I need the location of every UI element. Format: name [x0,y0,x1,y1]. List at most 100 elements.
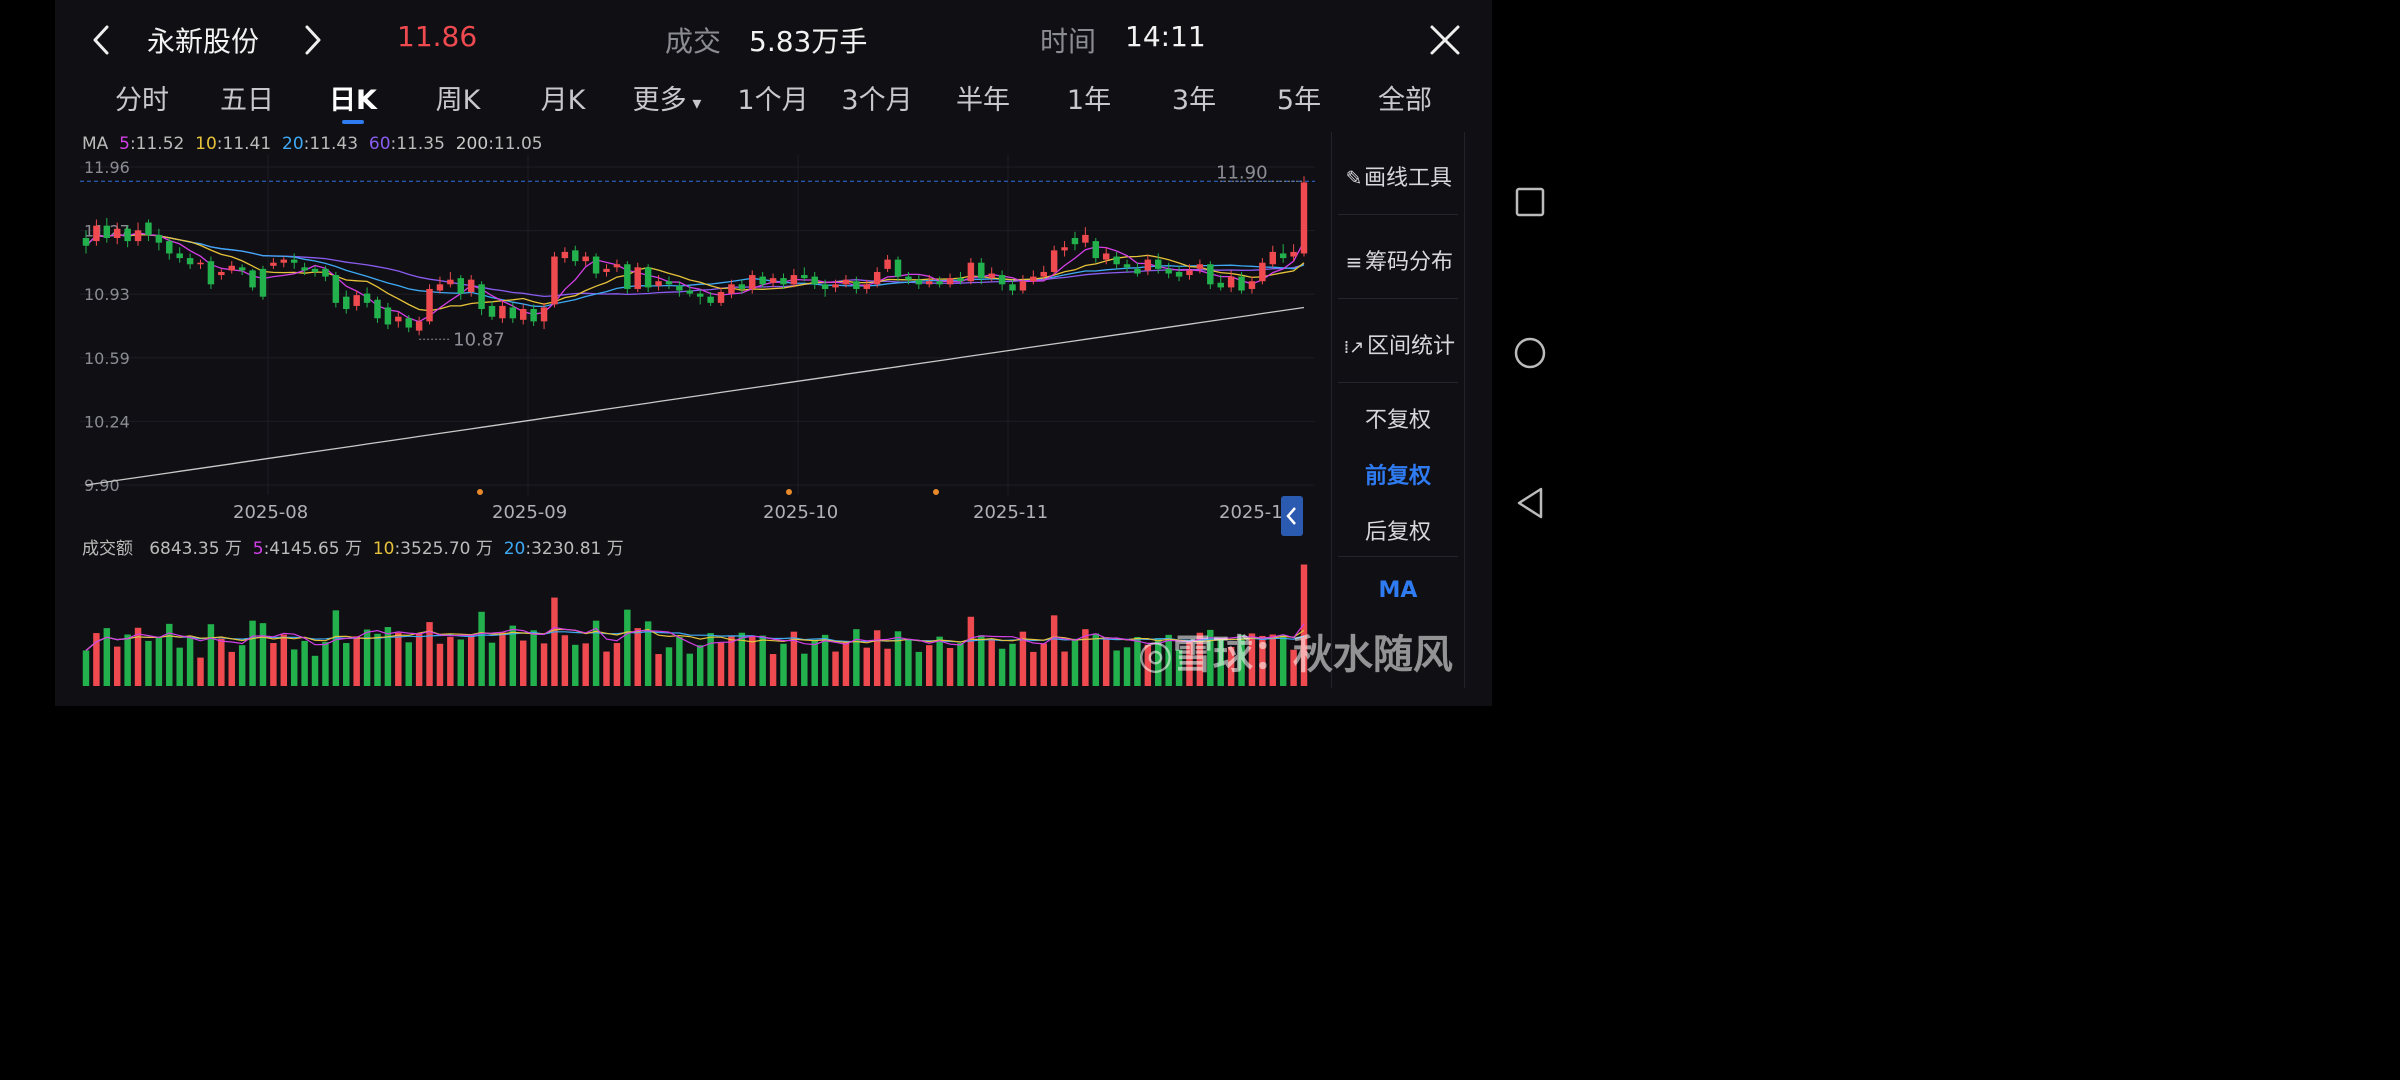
tab-8[interactable]: 半年 [956,85,1010,116]
volume-chart[interactable] [80,556,1315,688]
candle-body [936,281,943,285]
candle-body [124,228,131,242]
range-stats-button[interactable]: ⁞↗ 区间统计 [1332,328,1464,360]
tab-3[interactable]: 周K [435,85,481,116]
pen-icon: ✎ [1345,166,1363,190]
next-chevron-icon[interactable] [301,24,325,56]
back-chevron-icon[interactable] [89,24,113,56]
candle [1082,227,1089,248]
volume-bar [82,650,90,686]
ma20-key: 20 [282,134,304,154]
volume-bar [134,627,142,686]
candle [457,275,464,300]
candle-body [353,295,360,306]
candle-body [905,276,912,280]
candle [988,267,995,282]
vol-ma10-value: :3525.70 万 [394,539,493,559]
candle-body [1155,259,1162,269]
candle-body [769,278,777,283]
candle [1030,270,1037,285]
tab-6[interactable]: 1个月 [737,85,809,116]
candle [363,287,371,308]
candle-body [749,275,756,289]
candle [1061,241,1068,257]
chip-distribution-button[interactable]: ≡ 筹码分布 [1332,244,1464,276]
tab-2[interactable]: 日K [329,85,377,116]
candle-body [988,273,995,279]
forward-adjust-option[interactable]: 前复权 [1364,464,1431,489]
tab-11[interactable]: 5年 [1276,85,1322,116]
ma200-key: 200 [455,134,489,154]
tab-4[interactable]: 月K [540,85,586,116]
ma60-line [85,233,1305,298]
tab-0[interactable]: 分时 [115,85,169,116]
current-price: 11.86 [397,20,478,53]
volume-bar [540,643,548,686]
candle [114,222,121,245]
square-icon[interactable] [1514,186,1546,218]
candle-body [82,238,90,246]
vol-prefix: 成交额 [82,539,133,559]
volume-bar [769,654,777,686]
candle-body [259,268,267,297]
backward-adjust-option[interactable]: 后复权 [1364,520,1431,545]
tab-10[interactable]: 3年 [1171,85,1217,116]
candle-body [998,275,1006,285]
candle [540,302,548,330]
candle [1019,275,1027,294]
candle [738,279,746,294]
candle-body [884,259,891,269]
candle [207,256,215,289]
candle [926,275,933,288]
candle-body [207,261,215,285]
candle [1238,271,1245,294]
tab-5[interactable]: 更多 ▾ [632,85,702,116]
no-adjust-option[interactable]: 不复权 [1364,408,1431,433]
volume-bar [1279,634,1287,686]
volume-bar [426,622,433,686]
triangle-back-icon[interactable] [1514,486,1546,520]
volume-bar [634,628,641,686]
volume-bar [853,629,860,686]
volume-bar [1009,643,1016,686]
ma-prefix: MA [82,134,109,154]
candle-body [655,281,662,286]
drawing-tools-button[interactable]: ✎画线工具 [1332,160,1464,192]
candle-body [1019,281,1027,291]
volume-bar [478,611,485,686]
candle-body [592,256,600,274]
vol-ma20-value: :3230.81 万 [525,539,624,559]
candle [936,276,943,288]
candle-body [686,290,694,294]
circle-icon[interactable] [1513,336,1547,370]
time-value: 14:11 [1125,20,1206,53]
candle [665,276,673,289]
volume-bar [1269,634,1276,686]
scroll-left-button[interactable] [1281,496,1303,536]
volume-bar [905,638,912,686]
candle [905,271,912,285]
candle-body [915,279,923,285]
tab-12[interactable]: 全部 [1378,85,1432,116]
volume-bar [374,633,381,686]
candle [821,279,829,297]
indicator-ma-button[interactable]: MA [1378,578,1418,603]
event-marker [786,489,792,495]
candle [978,258,985,285]
candle [1123,259,1131,272]
volume-bar [1019,631,1027,686]
candle-body [457,278,464,294]
tab-1[interactable]: 五日 [220,85,274,116]
volume-ma20-line [85,631,1305,651]
tab-9[interactable]: 1年 [1066,85,1112,116]
volume-bar [707,633,714,686]
volume-bar [332,610,340,686]
volume-bar [1061,651,1068,686]
stock-name[interactable]: 永新股份 [147,25,260,58]
close-icon[interactable] [1429,24,1461,56]
candle-body [1113,256,1120,265]
tab-7[interactable]: 3个月 [841,85,913,116]
volume-bar [1238,634,1245,686]
candle [582,251,589,266]
